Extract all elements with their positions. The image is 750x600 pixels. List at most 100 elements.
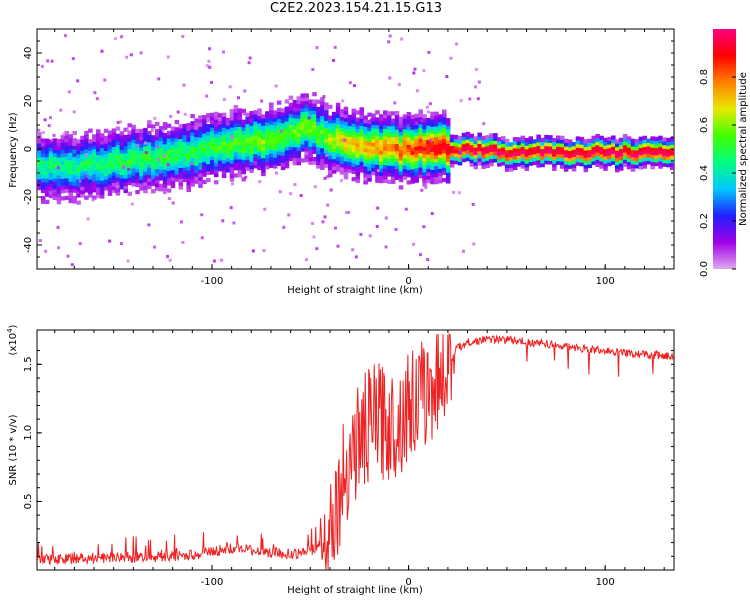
spectrogram-cell xyxy=(324,160,329,165)
spectrogram-cell xyxy=(143,135,148,140)
spectrogram-cell xyxy=(363,144,368,149)
spectrogram-cell xyxy=(489,144,494,149)
spectrogram-cell xyxy=(630,153,636,158)
spectrogram-cell xyxy=(182,167,188,172)
spectrogram-cell xyxy=(292,132,298,137)
spectrogram-cell xyxy=(135,132,140,137)
spectrogram-cell xyxy=(162,125,168,130)
spectrogram-cell xyxy=(599,164,604,169)
spectrogram-cell xyxy=(438,117,443,123)
spectrogram-cell xyxy=(489,140,494,145)
spectrogram-cell xyxy=(449,134,455,139)
spectrogram-cell xyxy=(355,117,361,122)
spectrogram-cell xyxy=(516,140,522,146)
spectrogram-cell xyxy=(442,159,447,165)
spectrogram-cell xyxy=(37,168,42,173)
colorbar: 0.00.20.40.60.8 Normalized spectral ampl… xyxy=(699,29,749,277)
spectrogram-cell xyxy=(221,148,227,153)
spectrogram-cell xyxy=(536,138,541,143)
spectrogram-cell xyxy=(622,133,628,139)
spectrogram-cell xyxy=(115,140,121,146)
spectrogram-noise xyxy=(207,59,211,63)
spectrogram-cell xyxy=(575,154,581,159)
spectrogram-cell xyxy=(434,158,439,163)
spectrogram-cell xyxy=(253,135,258,140)
spectrogram-cell xyxy=(559,135,565,140)
spectrogram-cell xyxy=(92,170,97,175)
spectrogram-cell xyxy=(532,150,537,155)
spectrogram-cell xyxy=(536,163,541,168)
spectrogram-cell xyxy=(512,144,518,149)
spectrogram-cell xyxy=(202,129,207,134)
spectrogram-cell xyxy=(410,147,416,152)
spectrogram-cell xyxy=(524,155,530,161)
spectrogram-cell xyxy=(670,140,674,145)
spectrogram-cell xyxy=(147,152,152,157)
spectrogram-cell xyxy=(72,166,77,172)
spectrogram-noise xyxy=(176,110,180,114)
spectrogram-cell xyxy=(414,164,420,169)
spectrogram-cell xyxy=(151,160,156,165)
spectrogram-cell xyxy=(363,140,368,145)
spectrogram-cell xyxy=(280,137,286,142)
spectrogram-noise xyxy=(135,143,139,147)
spectrogram-cell xyxy=(414,146,420,151)
spectrogram-cell xyxy=(221,112,227,117)
spectrogram-cell xyxy=(88,175,93,180)
spectrogram-cell xyxy=(257,133,262,138)
spectrogram-cell xyxy=(626,136,632,141)
spectrogram-cell xyxy=(68,166,73,171)
spectrogram-cell xyxy=(127,173,132,178)
spectrogram-cell xyxy=(40,185,46,190)
spectrogram-cell xyxy=(237,162,243,167)
spectrogram-noise xyxy=(400,37,404,41)
spectrogram-cell xyxy=(615,164,620,169)
spectrogram-cell xyxy=(158,165,164,170)
spectrogram-cell xyxy=(402,157,408,162)
spectrogram-cell xyxy=(559,146,565,151)
spectrogram-cell xyxy=(37,157,42,162)
spectrogram-cell xyxy=(154,175,160,180)
spectrogram-cell xyxy=(92,188,97,193)
spectrogram-cell xyxy=(607,136,612,142)
spectrogram-noise xyxy=(345,210,349,214)
spectrogram-cell xyxy=(320,151,325,156)
spectrogram-cell xyxy=(68,141,73,146)
spectrogram-cell xyxy=(575,157,581,163)
spectrogram-cell xyxy=(52,145,58,150)
spectrogram-cell xyxy=(410,139,416,145)
spectrogram-cell xyxy=(249,136,254,141)
spectrogram-cell xyxy=(186,123,191,128)
spectrogram-cell xyxy=(355,121,361,126)
spectrogram-cell xyxy=(394,121,400,126)
spectrogram-cell xyxy=(379,121,384,126)
spectrogram-cell xyxy=(442,113,447,118)
spectrogram-cell xyxy=(595,162,600,167)
spectrogram-cell xyxy=(331,126,337,131)
spectrogram-cell xyxy=(80,146,85,151)
spectrogram-cell xyxy=(190,157,195,162)
spectrogram-cell xyxy=(442,152,447,157)
spectrogram-noise xyxy=(458,150,462,154)
spectrogram-cell xyxy=(147,174,152,179)
spectrogram-cell xyxy=(276,136,282,141)
spectrogram-cell xyxy=(300,143,305,149)
spectrogram-cell xyxy=(139,168,144,173)
spectrogram-cell xyxy=(308,160,313,165)
spectrogram-cell xyxy=(449,145,455,150)
spectrogram-cell xyxy=(60,156,66,161)
spectrogram-cell xyxy=(461,132,467,138)
spectrogram-cell xyxy=(331,122,337,127)
spectrogram-cell xyxy=(335,167,341,172)
spectrogram-cell xyxy=(72,163,77,168)
spectrogram-cell xyxy=(103,161,109,166)
spectrogram-cell xyxy=(229,163,235,168)
spectrogram-cell xyxy=(524,163,530,168)
spectrogram-cell xyxy=(626,150,632,155)
spectrogram-cell xyxy=(56,156,62,162)
spectrogram-cell xyxy=(351,112,357,117)
spectrogram-cell xyxy=(182,131,188,136)
spectrogram-cell xyxy=(229,155,235,161)
spectrogram-cell xyxy=(68,152,73,157)
